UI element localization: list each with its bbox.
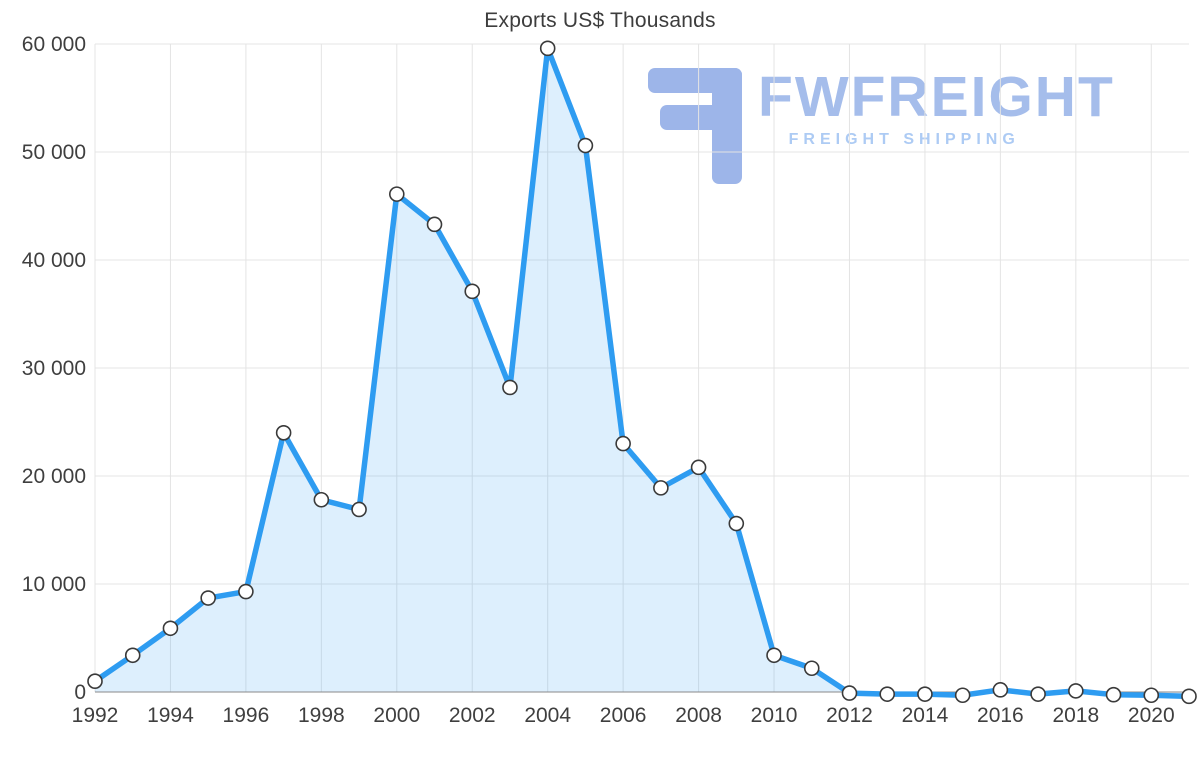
data-point[interactable] [1068,683,1084,699]
x-axis-label: 2018 [1052,704,1099,727]
data-point[interactable] [275,424,292,441]
data-point[interactable] [766,647,782,664]
x-axis-label: 2006 [600,704,647,727]
x-axis-label: 1992 [72,704,119,727]
data-points [87,40,1197,705]
data-point[interactable] [539,40,556,57]
y-axis-label: 60 000 [22,33,86,56]
data-point[interactable] [313,491,330,508]
data-point[interactable] [1143,687,1160,704]
data-point[interactable] [653,480,669,496]
data-point[interactable] [803,660,820,677]
y-axis-label: 30 000 [22,357,86,380]
data-point[interactable] [577,137,594,154]
data-point[interactable] [615,435,631,452]
x-axis-label: 2004 [524,704,571,727]
data-point[interactable] [879,686,896,702]
data-point[interactable] [162,620,179,637]
data-point[interactable] [954,687,971,704]
data-point[interactable] [917,686,933,702]
data-point[interactable] [690,459,707,476]
x-axis-label: 2014 [902,704,949,727]
y-axis-label: 10 000 [22,573,86,596]
chart-title: Exports US$ Thousands [484,9,716,32]
data-point[interactable] [1181,688,1197,705]
area-fill [95,48,1189,697]
x-axis-label: 1998 [298,704,345,727]
x-axis-label: 2008 [675,704,722,727]
data-point[interactable] [728,515,745,532]
x-axis-label: 2000 [373,704,420,727]
x-axis-label: 2020 [1128,704,1175,727]
y-axis-labels: 0 10 000 20 000 30 000 40 000 50 000 60 000 [22,33,86,704]
data-point[interactable] [351,501,367,518]
y-axis-label: 0 [74,681,86,704]
data-point[interactable] [200,590,216,606]
data-point[interactable] [1030,686,1046,702]
data-point[interactable] [1105,686,1122,703]
x-axis-labels: 1992 1994 1996 1998 2000 2002 2004 2006 2008 2010… [72,704,1175,727]
x-axis-label: 2002 [449,704,496,727]
x-axis-label: 2012 [826,704,873,727]
data-point[interactable] [426,216,443,233]
y-gridlines [95,43,1189,585]
data-point[interactable] [87,673,103,690]
x-axis-label: 2010 [751,704,798,727]
x-axis-label: 2016 [977,704,1024,727]
data-point[interactable] [388,186,405,202]
data-point[interactable] [124,647,141,664]
y-axis-label: 50 000 [22,141,86,164]
x-axis-label: 1996 [223,704,270,727]
data-point[interactable] [992,682,1009,698]
y-axis-label: 20 000 [22,465,86,488]
data-point[interactable] [238,583,254,600]
y-axis-label: 40 000 [22,249,86,272]
x-axis-label: 1994 [147,704,194,727]
data-point[interactable] [502,379,518,396]
data-point[interactable] [464,283,481,300]
x-gridlines [94,44,1152,692]
data-point[interactable] [841,685,858,701]
